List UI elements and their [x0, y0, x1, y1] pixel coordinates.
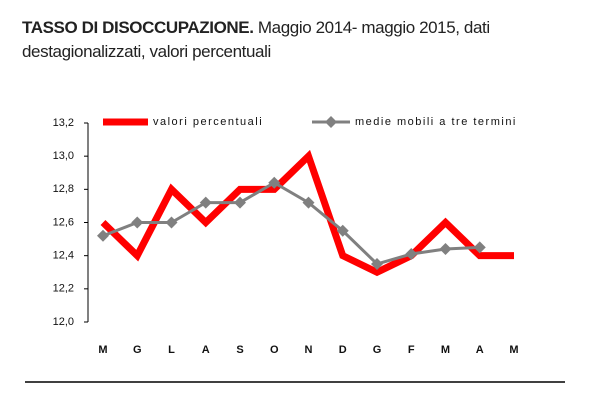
y-tick-label: 13,0	[53, 150, 74, 162]
x-tick-label: G	[133, 344, 142, 356]
marker	[302, 196, 315, 209]
y-tick-label: 12,8	[53, 183, 74, 195]
x-tick-label: L	[168, 344, 175, 356]
series-line	[100, 149, 514, 277]
x-tick-label: S	[236, 344, 243, 356]
x-tick-label: M	[509, 344, 518, 356]
marker	[473, 241, 486, 254]
marker	[165, 216, 178, 229]
marker	[371, 257, 383, 270]
marker	[131, 216, 144, 229]
x-tick-label: M	[98, 344, 107, 356]
chart-subtitle: Maggio 2014- maggio 2015, dati destagion…	[22, 18, 490, 61]
y-tick-label: 12,4	[53, 250, 74, 262]
marker	[405, 248, 418, 261]
chart-title: TASSO DI DISOCCUPAZIONE.	[22, 18, 254, 37]
x-tick-label: A	[476, 344, 484, 356]
marker	[97, 229, 109, 242]
x-tick-label: F	[408, 344, 415, 356]
marker	[234, 196, 246, 209]
x-tick-label: A	[202, 344, 210, 356]
marker	[336, 224, 349, 237]
series-line	[102, 180, 480, 266]
marker	[199, 196, 212, 209]
x-tick-label: G	[373, 344, 382, 356]
x-tick-label: D	[339, 344, 347, 356]
marker	[268, 176, 281, 189]
marker	[439, 243, 452, 256]
title-block: TASSO DI DISOCCUPAZIONE. Maggio 2014- ma…	[22, 16, 562, 64]
x-tick-label: M	[441, 344, 450, 356]
x-tick-label: O	[270, 344, 279, 356]
legend-label: medie mobili a tre termini	[355, 116, 517, 128]
legend-marker	[325, 116, 337, 128]
legend-label: valori percentuali	[153, 116, 263, 128]
y-tick-label: 13,2	[53, 117, 74, 129]
y-tick-label: 12,2	[53, 283, 74, 295]
y-tick-label: 12,6	[53, 216, 74, 228]
x-tick-label: N	[305, 344, 313, 356]
y-tick-label: 12,0	[53, 316, 74, 328]
